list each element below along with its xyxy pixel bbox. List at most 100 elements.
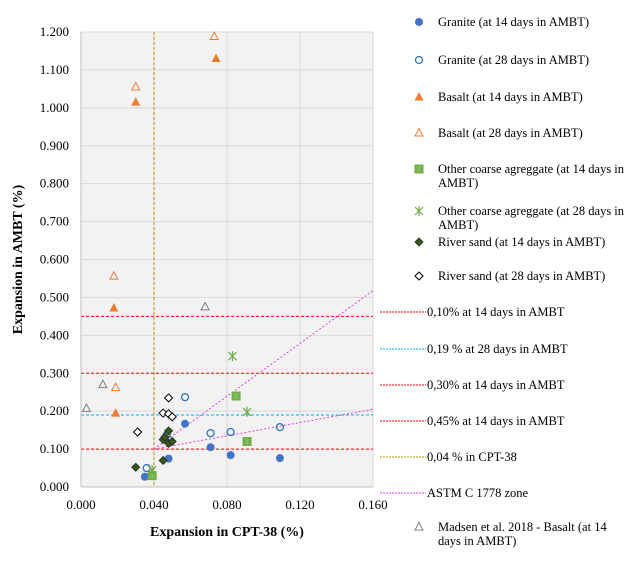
legend-item: Granite (at 28 days in AMBT)	[380, 53, 631, 67]
legend-item: Madsen et al. 2018 - Basalt (at 14 days …	[380, 520, 631, 548]
y-tick-label: 0.700	[40, 214, 69, 229]
legend-item: 0,19 % at 28 days in AMBT	[380, 342, 631, 356]
y-tick-label: 0.600	[40, 252, 69, 267]
series-basalt-at-14-days-in-ambt	[109, 53, 221, 417]
legend-symbol	[380, 342, 426, 356]
data-point	[200, 301, 210, 311]
series-other-coarse-agreggate-at-14-days-in-ambt	[147, 391, 252, 481]
x-tick-label: 0.120	[285, 497, 314, 512]
data-point	[132, 427, 143, 437]
reference-line-astm-c-1778-zone	[153, 290, 374, 450]
data-point	[158, 455, 168, 466]
legend-label: 0,10% at 14 days in AMBT	[427, 305, 565, 319]
legend-marker	[414, 127, 424, 137]
legend-label: Madsen et al. 2018 - Basalt (at 14 days …	[438, 520, 607, 548]
legend-item: River sand (at 28 days in AMBT)	[380, 269, 631, 283]
legend-marker	[414, 521, 424, 531]
y-tick-label: 1.000	[40, 100, 69, 115]
legend-marker	[414, 55, 424, 65]
legend-item: 0,04 % in CPT-38	[380, 450, 631, 464]
reference-line-astm-c-1778-zone	[153, 408, 374, 450]
legend-marker	[414, 271, 424, 281]
legend-item: Basalt (at 28 days in AMBT)	[380, 126, 631, 140]
legend-label: 0,30% at 14 days in AMBT	[427, 378, 565, 392]
series-granite-at-14-days-in-ambt	[140, 419, 284, 481]
data-point	[81, 402, 92, 413]
legend-symbol	[380, 520, 426, 534]
data-point	[275, 422, 285, 432]
data-point	[242, 437, 252, 446]
y-tick-label: 0.800	[40, 176, 69, 191]
legend-label: Basalt (at 14 days in AMBT)	[438, 90, 583, 104]
data-point	[164, 426, 174, 436]
data-point	[163, 393, 174, 403]
y-tick-label: 0.200	[40, 403, 69, 418]
legend-marker	[414, 206, 424, 216]
legend-label: Other coarse agreggate (at 28 days in AM…	[438, 204, 625, 232]
x-tick-label: 0.160	[358, 497, 387, 512]
legend-marker	[414, 92, 424, 101]
legend-symbol	[380, 305, 426, 319]
data-point	[109, 270, 119, 280]
series-basalt-at-28-days-in-ambt	[109, 30, 220, 392]
data-point	[167, 412, 177, 422]
legend-label: Basalt (at 28 days in AMBT)	[438, 126, 583, 140]
legend-item: 0,45% at 14 days in AMBT	[380, 414, 631, 428]
y-tick-label: 0.100	[40, 441, 69, 456]
y-tick-labels: 0.000 0.100 0.200 0.300 0.400 0.500 0.600 0.700…	[40, 24, 69, 494]
legend-symbol	[380, 378, 426, 392]
legend-symbol	[380, 15, 426, 29]
legend-label: River sand (at 14 days in AMBT)	[438, 235, 606, 249]
data-point	[147, 464, 157, 475]
legend-symbol	[380, 162, 426, 176]
data-point	[228, 351, 237, 362]
y-tick-label: 0.300	[40, 365, 69, 380]
data-point	[111, 408, 121, 417]
data-point	[140, 472, 149, 481]
legend-label: ASTM C 1778 zone	[427, 486, 529, 500]
data-point	[211, 53, 221, 63]
data-point	[209, 30, 220, 41]
data-point	[242, 406, 252, 417]
data-point	[130, 81, 141, 91]
y-tick-label: 0.400	[40, 327, 69, 342]
legend-symbol	[380, 450, 426, 464]
series-river-sand-at-28-days-in-ambt	[132, 393, 177, 437]
data-point	[226, 451, 235, 460]
legend-item: Granite (at 14 days in AMBT)	[380, 15, 631, 29]
data-points	[81, 30, 285, 481]
axes	[80, 32, 373, 488]
legend-symbol	[380, 235, 426, 249]
data-point	[109, 303, 119, 312]
legend-label: Other coarse agreggate (at 14 days in AM…	[438, 162, 625, 190]
legend-symbol	[380, 90, 426, 104]
data-point	[181, 419, 190, 428]
legend-label: Granite (at 14 days in AMBT)	[438, 15, 590, 29]
legend-symbol	[380, 414, 426, 428]
legend-item: River sand (at 14 days in AMBT)	[380, 235, 631, 249]
legend-label: 0,04 % in CPT-38	[427, 450, 517, 464]
legend-label: 0,19 % at 28 days in AMBT	[427, 342, 568, 356]
data-point	[180, 392, 190, 402]
x-tick-labels: 0.000 0.040 0.080 0.120 0.160	[66, 497, 387, 512]
data-point	[167, 436, 177, 447]
data-point	[131, 462, 141, 472]
y-tick-label: 1.100	[40, 62, 69, 77]
legend-marker	[415, 18, 423, 26]
legend-item: ASTM C 1778 zone	[380, 486, 631, 500]
data-point	[131, 97, 141, 106]
y-tick-label: 0.500	[40, 289, 69, 304]
x-tick-label: 0.040	[139, 497, 168, 512]
legend-label: Granite (at 28 days in AMBT)	[438, 53, 590, 67]
data-point	[158, 408, 168, 418]
y-axis-title: Expansion in AMBT (%)	[11, 184, 26, 334]
data-point	[160, 432, 170, 442]
series-river-sand-at-14-days-in-ambt	[131, 426, 177, 472]
x-axis-title: Expansion in CPT-38 (%)	[150, 525, 304, 540]
data-point	[231, 391, 241, 401]
y-tick-label: 1.200	[40, 24, 69, 39]
data-point	[206, 443, 215, 452]
data-point	[98, 379, 108, 389]
y-tick-label: 0.000	[40, 479, 69, 494]
